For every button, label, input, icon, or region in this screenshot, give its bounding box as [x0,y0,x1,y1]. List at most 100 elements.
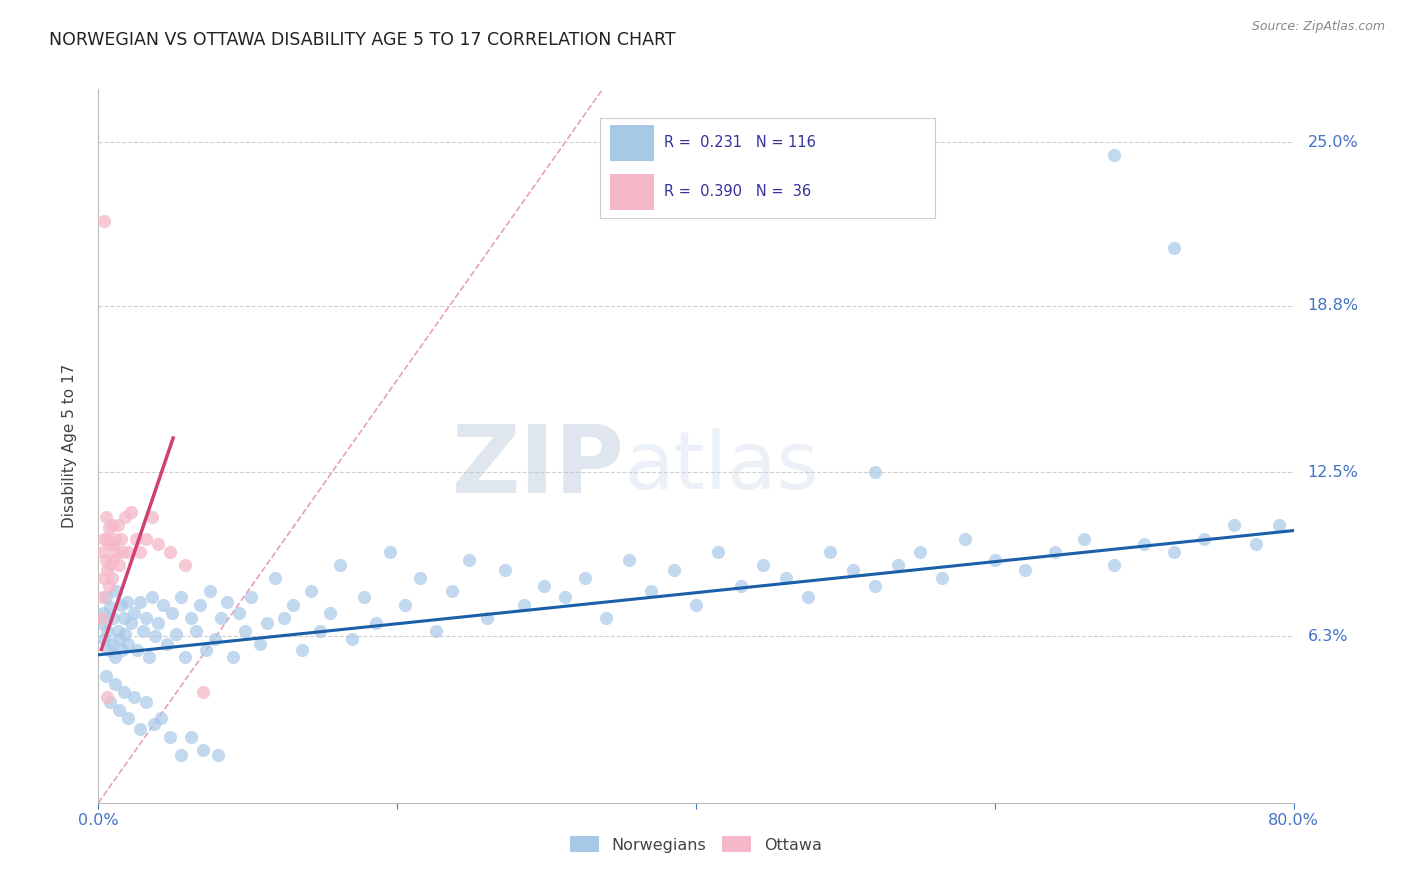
Point [108,703,131,717]
Point [132,624,155,638]
Point [191,685,214,699]
Point [408,571,430,585]
Point [931,571,953,585]
Point [204,632,226,646]
Point [90,616,112,631]
Point [533,579,555,593]
Point [143,629,166,643]
Point [574,571,596,585]
Point [98,537,122,551]
Point [329,558,352,572]
Point [142,716,165,731]
Point [984,552,1007,566]
Point [91,606,114,620]
Point [1014,563,1036,577]
Point [141,590,163,604]
Point [342,632,364,646]
Point [103,537,125,551]
Point [319,606,342,620]
Point [111,642,134,657]
Point [105,545,128,559]
Point [104,677,127,691]
Point [117,711,139,725]
Point [200,584,222,599]
Point [135,695,157,709]
Point [180,730,202,744]
Point [209,611,232,625]
Point [249,637,271,651]
Point [97,642,120,657]
Point [114,510,136,524]
Point [152,598,174,612]
Point [953,532,976,546]
Point [98,558,122,572]
Point [94,510,117,524]
Point [117,637,139,651]
Point [91,590,114,604]
Point [554,590,576,604]
Point [114,626,136,640]
Point [96,532,118,546]
Point [135,611,157,625]
Point [180,611,202,625]
Point [640,584,662,599]
Legend: Norwegians, Ottawa: Norwegians, Ottawa [564,830,828,859]
Point [263,571,285,585]
Point [291,642,314,657]
Point [1192,532,1215,546]
Point [120,505,142,519]
Point [865,466,887,480]
Y-axis label: Disability Age 5 to 17: Disability Age 5 to 17 [62,364,77,528]
Point [101,571,124,585]
Point [101,637,124,651]
Point [96,624,118,638]
Point [281,598,304,612]
Point [93,632,115,646]
Point [617,552,640,566]
Text: ZIP: ZIP [451,421,624,514]
Point [148,537,170,551]
Point [752,558,775,572]
Point [207,748,229,763]
Point [124,606,146,620]
Point [1133,537,1156,551]
Point [93,532,115,546]
Point [820,545,842,559]
Point [169,748,191,763]
Text: atlas: atlas [624,428,818,507]
Point [97,579,120,593]
Point [94,669,117,683]
Point [730,579,752,593]
Point [141,510,163,524]
Point [273,611,295,625]
Point [425,624,447,638]
Point [107,518,129,533]
Point [90,611,112,625]
Point [174,650,197,665]
Point [159,730,181,744]
Point [366,616,388,631]
Point [458,552,481,566]
Point [353,590,375,604]
Point [394,598,416,612]
Point [98,600,122,615]
Point [1104,148,1126,162]
Point [215,595,238,609]
Point [91,545,114,559]
Text: 12.5%: 12.5% [1308,465,1358,480]
Point [117,545,139,559]
Point [97,521,120,535]
Point [105,584,128,599]
Point [299,584,322,599]
Point [104,650,127,665]
Point [1073,532,1095,546]
Point [112,611,135,625]
Point [103,552,125,566]
Point [111,545,134,559]
Point [94,590,117,604]
Point [494,563,516,577]
Point [1223,518,1246,533]
Text: 25.0%: 25.0% [1308,135,1358,150]
Point [120,616,142,631]
Point [93,571,115,585]
